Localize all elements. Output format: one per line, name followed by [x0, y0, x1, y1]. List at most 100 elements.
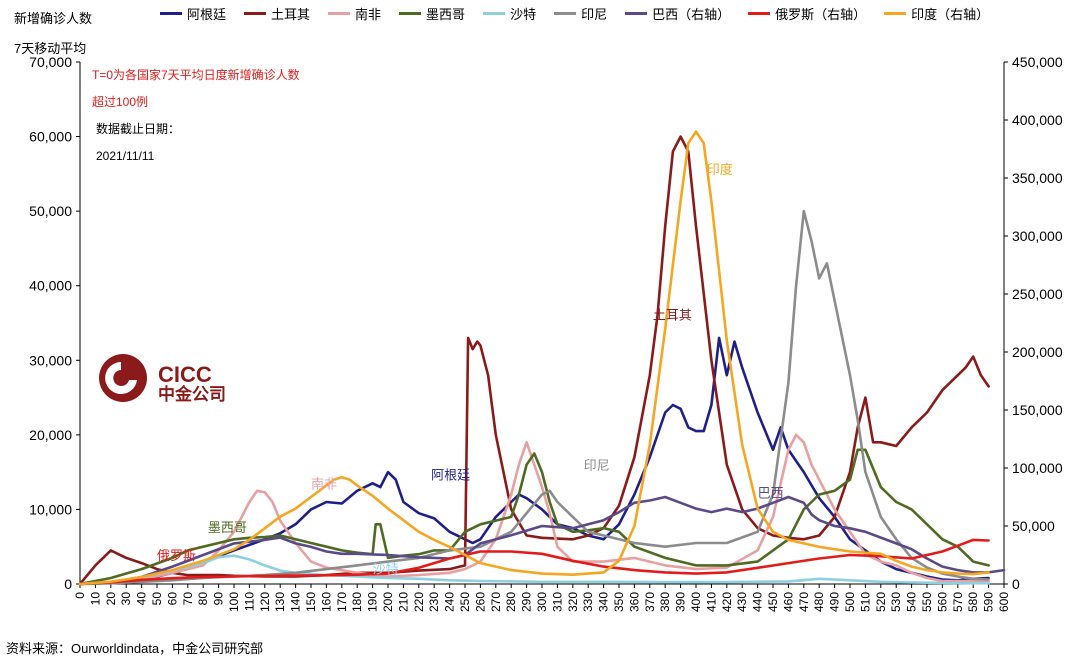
x-tick-label: 90 — [212, 592, 226, 606]
x-tick-label: 340 — [597, 592, 611, 612]
left-axis-title-1: 新增确诊人数 — [14, 11, 93, 26]
x-tick-label: 100 — [227, 592, 241, 612]
legend-item: 沙特 — [483, 4, 536, 23]
legend-swatch — [399, 12, 422, 15]
series-line — [78, 448, 990, 586]
x-tick-label: 390 — [674, 592, 688, 612]
series-annotation: 土耳其 — [653, 307, 692, 322]
y-right-tick-label: 350,000 — [1012, 170, 1063, 186]
x-tick-label: 0 — [73, 592, 87, 599]
legend-swatch — [554, 12, 577, 15]
y-left-tick-label: 50,000 — [29, 203, 72, 219]
x-tick-label: 110 — [242, 592, 256, 611]
legend-label: 土耳其 — [271, 7, 311, 22]
x-tick-label: 130 — [273, 592, 287, 612]
x-tick-label: 300 — [535, 592, 549, 612]
x-tick-label: 250 — [458, 592, 472, 612]
series-annotation: 墨西哥 — [208, 520, 247, 535]
x-tick-label: 580 — [966, 592, 980, 612]
logo-mark-swirl — [105, 362, 137, 394]
note-threshold: T=0为各国家7天平均日度新增确诊人数 — [92, 67, 300, 82]
legend-item: 俄罗斯（右轴） — [748, 4, 866, 23]
legend-swatch — [748, 12, 771, 15]
y-right-tick-label: 50,000 — [1012, 518, 1055, 534]
legend-item: 印度（右轴） — [884, 4, 989, 23]
series-line — [78, 495, 1006, 586]
x-tick-label: 80 — [196, 592, 210, 606]
legend-label: 沙特 — [510, 7, 537, 22]
series-annotation: 巴西 — [758, 485, 784, 500]
legend-swatch — [328, 12, 351, 15]
series-line — [78, 336, 990, 586]
series-line — [78, 135, 990, 586]
x-tick-label: 480 — [812, 592, 826, 612]
x-tick-label: 290 — [520, 592, 534, 612]
x-tick-label: 10 — [88, 592, 102, 606]
y-left-tick-label: 30,000 — [29, 352, 72, 368]
x-tick-label: 360 — [627, 592, 641, 612]
legend-label: 墨西哥 — [426, 7, 466, 22]
x-tick-label: 540 — [905, 592, 919, 612]
x-tick-label: 270 — [489, 592, 503, 612]
legend-label: 印度（右轴） — [911, 7, 990, 22]
x-tick-label: 400 — [689, 592, 703, 612]
x-tick-label: 70 — [181, 592, 195, 606]
x-tick-label: 60 — [165, 592, 179, 606]
y-left-tick-label: 60,000 — [29, 129, 72, 145]
note-date-label: 数据截止日期： — [96, 121, 180, 136]
series-line — [78, 433, 990, 586]
legend-label: 南非 — [355, 7, 382, 22]
x-tick-label: 230 — [427, 592, 441, 612]
legend-swatch — [625, 12, 648, 15]
x-tick-label: 20 — [104, 592, 118, 606]
y-right-tick-label: 200,000 — [1012, 344, 1063, 360]
x-tick-label: 450 — [766, 592, 780, 612]
x-tick-label: 30 — [119, 592, 133, 606]
legend-item: 墨西哥 — [399, 4, 465, 23]
x-tick-label: 530 — [889, 592, 903, 612]
x-tick-label: 500 — [843, 592, 857, 612]
x-tick-label: 600 — [997, 592, 1011, 612]
note-date-value: 2021/11/11 — [96, 149, 155, 163]
y-left-tick-label: 20,000 — [29, 427, 72, 443]
x-tick-label: 310 — [550, 592, 564, 612]
x-tick-label: 320 — [566, 592, 580, 612]
x-tick-label: 190 — [366, 592, 380, 612]
x-tick-label: 370 — [643, 592, 657, 612]
x-tick-label: 590 — [982, 592, 996, 612]
x-tick-label: 510 — [858, 592, 872, 612]
y-right-tick-label: 100,000 — [1012, 460, 1063, 476]
y-left-tick-label: 10,000 — [29, 501, 72, 517]
x-tick-label: 210 — [396, 592, 410, 612]
x-tick-label: 50 — [150, 592, 164, 606]
x-tick-label: 40 — [135, 592, 149, 606]
series-line — [78, 130, 990, 586]
series-line — [78, 209, 990, 586]
x-tick-label: 140 — [289, 592, 303, 612]
chart-svg: 0 10,000 20,000 30,000 40,000 50,000 60,000 70,… — [29, 54, 1063, 612]
x-tick-label: 160 — [319, 592, 333, 612]
x-tick-label: 240 — [443, 592, 457, 612]
x-tick-label: 180 — [350, 592, 364, 612]
legend-swatch — [483, 12, 506, 15]
legend-item: 南非 — [328, 4, 381, 23]
y-left-tick-label: 0 — [64, 576, 72, 592]
series-annotation: 南非 — [311, 477, 337, 492]
x-tick-label: 350 — [612, 592, 626, 612]
y-right-tick-label: 400,000 — [1012, 112, 1063, 128]
series-annotation: 印尼 — [584, 458, 610, 473]
legend-label: 俄罗斯（右轴） — [775, 7, 867, 22]
left-axis-title-2: 7天移动平均 — [14, 41, 87, 56]
x-tick-label: 460 — [781, 592, 795, 612]
series-annotation: 俄罗斯 — [157, 548, 196, 563]
series-line — [78, 554, 990, 586]
x-tick-label: 490 — [828, 592, 842, 612]
series-annotation: 沙特 — [373, 562, 399, 577]
legend-item: 印尼 — [554, 4, 607, 23]
y-left-tick-label: 40,000 — [29, 278, 72, 294]
x-tick-label: 200 — [381, 592, 395, 612]
y-right-tick-label: 150,000 — [1012, 402, 1063, 418]
x-tick-label: 150 — [304, 592, 318, 612]
legend-label: 阿根廷 — [187, 7, 227, 22]
legend-item: 土耳其 — [244, 4, 310, 23]
